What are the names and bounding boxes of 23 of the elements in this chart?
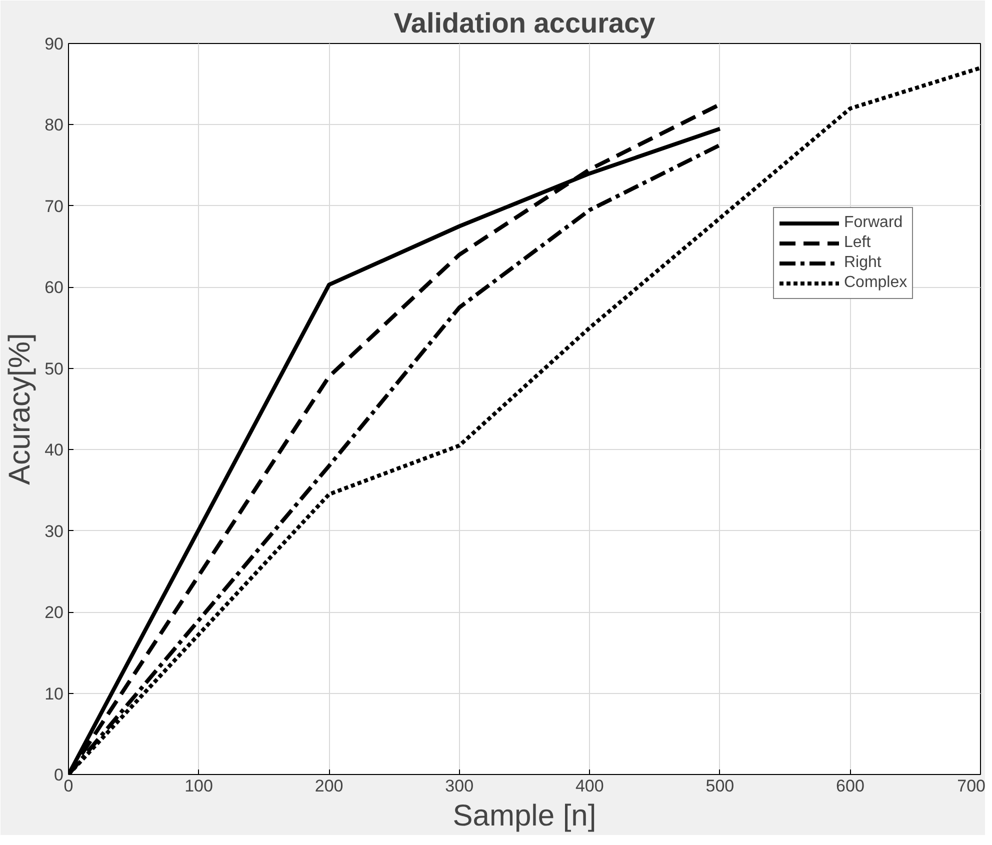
chart-title: Validation accuracy <box>394 8 656 38</box>
y-tick-label: 80 <box>44 116 64 135</box>
x-tick-label: 700 <box>957 776 986 796</box>
legend-label: Complex <box>844 274 908 292</box>
y-tick-label: 70 <box>44 196 64 216</box>
x-tick-label: 300 <box>445 776 474 796</box>
y-tick-label: 90 <box>44 34 64 54</box>
y-tick-label: 50 <box>44 359 64 378</box>
y-tick-label: 40 <box>44 440 64 460</box>
legend-label: Forward <box>844 214 903 232</box>
y-axis-title: Acuracy[%] <box>4 333 37 485</box>
legend-label: Right <box>844 254 882 272</box>
x-tick-label: 500 <box>706 776 734 796</box>
x-tick-label: 200 <box>314 776 344 796</box>
x-tick-label: 400 <box>575 776 604 796</box>
x-tick-label: 600 <box>836 776 864 796</box>
x-tick-label: 100 <box>184 776 213 796</box>
y-tick-label: 60 <box>44 278 64 298</box>
y-tick-label: 20 <box>44 603 64 622</box>
y-tick-label: 30 <box>44 522 64 541</box>
legend-label: Left <box>844 234 871 252</box>
x-axis-title: Sample [n] <box>452 800 596 832</box>
y-tick-label: 10 <box>44 684 64 704</box>
